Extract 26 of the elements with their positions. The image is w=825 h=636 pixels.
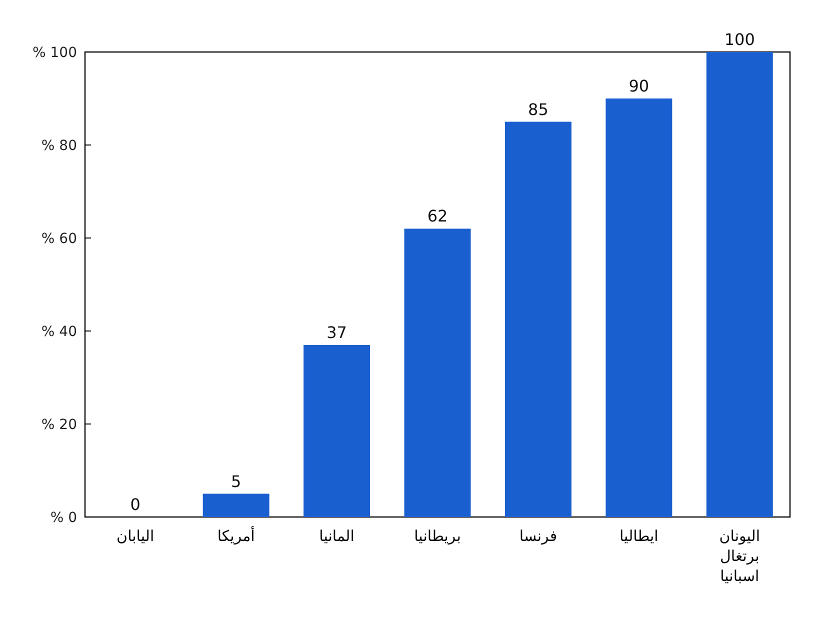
y-tick-label: % 80 [41, 138, 77, 154]
x-tick-label: اليابان [116, 527, 154, 545]
data-label: 0 [130, 495, 140, 514]
bar [404, 228, 471, 517]
y-tick-label: % 40 [41, 324, 77, 340]
bar [304, 344, 370, 517]
x-tick-label: فرنسا [519, 527, 558, 545]
x-tick-label: ايطاليا [619, 527, 658, 545]
y-tick-label: % 20 [41, 417, 77, 433]
bar [202, 494, 270, 517]
y-tick-label: % 60 [41, 231, 77, 247]
bar [606, 98, 672, 517]
x-tick-label: بريطانيا [414, 527, 461, 545]
bar [706, 52, 773, 517]
data-label: 62 [427, 206, 448, 226]
y-tick-label: % 100 [32, 45, 77, 61]
data-label: 37 [326, 322, 347, 342]
x-tick-label: أمريكا [217, 526, 255, 545]
x-tick-label: المانيا [319, 527, 354, 545]
data-label: 5 [230, 472, 242, 491]
data-label: 90 [628, 76, 650, 96]
bar [504, 122, 572, 517]
data-label: 85 [528, 100, 548, 119]
y-tick-label: % 0 [50, 510, 77, 526]
data-label: 100 [724, 30, 755, 49]
x-tick-label: اليونان برتغال اسبانيا [719, 527, 760, 585]
